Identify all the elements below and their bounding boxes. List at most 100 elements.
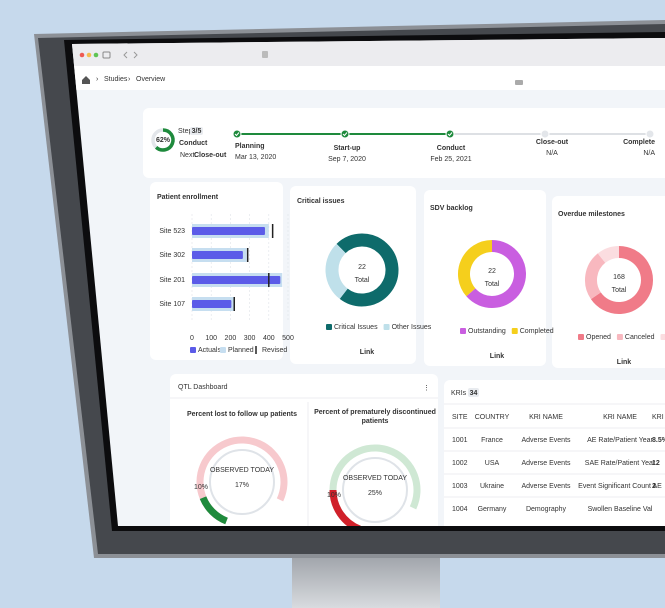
check bbox=[342, 132, 348, 137]
column-header: KRI Value bbox=[652, 414, 665, 421]
milestone-name: Planning bbox=[235, 143, 265, 150]
cell: Germany bbox=[478, 506, 507, 513]
cell: AE Rate/Patient Year bbox=[587, 437, 653, 444]
donut-segment bbox=[585, 253, 606, 300]
site-label: Site 302 bbox=[159, 252, 185, 259]
count-chip bbox=[468, 388, 479, 397]
cell: USA bbox=[485, 460, 500, 467]
step-label: Step bbox=[178, 128, 193, 135]
sep: › bbox=[128, 76, 131, 83]
tab-icon[interactable] bbox=[515, 80, 523, 85]
check bbox=[447, 132, 453, 137]
cell: Adverse Events bbox=[521, 437, 571, 444]
step-chip bbox=[190, 127, 203, 135]
next-label: Next: bbox=[180, 152, 196, 159]
donut-segment bbox=[325, 243, 348, 299]
milestone-date: N/A bbox=[546, 150, 558, 157]
legend-swatch bbox=[383, 324, 390, 330]
donut-segment bbox=[336, 233, 399, 307]
gauge-value-label: 17% bbox=[235, 482, 249, 489]
donut-total: 168 bbox=[613, 274, 625, 281]
legend-swatch bbox=[190, 347, 196, 353]
sep: › bbox=[96, 76, 99, 83]
donut-segment bbox=[590, 246, 653, 314]
card-title: Patient enrollment bbox=[157, 194, 219, 201]
cell: 1004 bbox=[452, 506, 468, 513]
milestone-dot bbox=[232, 129, 242, 139]
cell: 1003 bbox=[452, 483, 468, 490]
cell: Adverse Events bbox=[521, 460, 571, 467]
sidebar-icon[interactable] bbox=[102, 51, 111, 59]
step: 3/5 bbox=[192, 128, 202, 135]
x-tick-label: 300 bbox=[244, 335, 256, 342]
link[interactable]: Link bbox=[617, 359, 631, 366]
legend-swatch bbox=[511, 328, 518, 334]
milestone-name: Conduct bbox=[437, 145, 466, 152]
milestone-name: Complete bbox=[623, 139, 655, 146]
link[interactable]: Link bbox=[490, 353, 504, 360]
breadcrumb[interactable]: Studies bbox=[104, 76, 128, 83]
milestone-date: N/A bbox=[643, 150, 655, 157]
kri-card bbox=[444, 380, 665, 526]
kri-count: 34 bbox=[470, 390, 478, 397]
breadcrumb: Overview bbox=[136, 76, 166, 83]
monitor-stand bbox=[292, 554, 440, 608]
card bbox=[424, 190, 546, 366]
phase: Conduct bbox=[179, 140, 208, 147]
donut-total-label: Total bbox=[355, 277, 370, 284]
card-title: Overdue milestones bbox=[558, 211, 625, 218]
site-label: Site 107 bbox=[159, 301, 185, 308]
cell: France bbox=[481, 437, 503, 444]
check bbox=[234, 132, 240, 137]
gauge-value bbox=[199, 496, 228, 525]
cell: 12 bbox=[652, 460, 660, 467]
progress-percent: 62% bbox=[156, 137, 171, 144]
legend-label: Revised bbox=[262, 347, 287, 354]
gauge-face bbox=[209, 449, 275, 515]
donut-segment bbox=[466, 240, 526, 308]
cell: 1002 bbox=[452, 460, 468, 467]
legend-label: Completed bbox=[520, 328, 554, 335]
max-dot[interactable] bbox=[93, 52, 99, 58]
column-header: SITE bbox=[452, 414, 468, 421]
breadcrumb-bar bbox=[72, 66, 665, 90]
close-dot[interactable] bbox=[79, 52, 85, 58]
nav-arrows[interactable] bbox=[123, 51, 138, 59]
cell: 8.5% bbox=[652, 437, 665, 444]
donut-total-label: Total bbox=[612, 287, 627, 294]
gauge-face bbox=[342, 457, 408, 523]
link[interactable]: Link bbox=[360, 349, 374, 356]
donut-total: 22 bbox=[488, 268, 496, 275]
home-icon[interactable] bbox=[82, 76, 90, 84]
cell: Swollen Baseline Val bbox=[588, 506, 653, 513]
legend-label: Opened bbox=[586, 334, 611, 341]
milestone-name: Close-out bbox=[536, 139, 569, 146]
screen: › Studies › Overview 62% Step 3/5 Conduct Ne… bbox=[72, 38, 665, 526]
gauge-title: Percent lost to follow up patients bbox=[187, 411, 297, 418]
gauge-value bbox=[329, 489, 361, 526]
card-title: KRIs bbox=[451, 390, 467, 397]
min-dot[interactable] bbox=[86, 52, 92, 58]
legend-swatch bbox=[460, 328, 466, 334]
legend-label: Other Issues bbox=[392, 324, 432, 331]
cell: Demography bbox=[526, 506, 567, 513]
cell: Adverse Events bbox=[521, 483, 571, 490]
card bbox=[150, 182, 283, 360]
cell: Event Significant Count AE bbox=[578, 483, 662, 490]
legend-label: Canceled bbox=[625, 334, 655, 341]
shield-icon bbox=[262, 51, 268, 58]
actual-bar bbox=[192, 251, 243, 259]
site-label: Site 201 bbox=[159, 277, 185, 284]
legend-label: Critical Issues bbox=[334, 324, 378, 331]
menu: ⋮ bbox=[423, 385, 430, 392]
column-header: COUNTRY bbox=[475, 414, 510, 421]
threshold-label: 10% bbox=[327, 492, 341, 499]
milestone-dot bbox=[540, 129, 550, 139]
cell: SAE Rate/Patient Year bbox=[585, 460, 656, 467]
donut-segment bbox=[458, 240, 493, 297]
milestone-dot bbox=[340, 129, 350, 139]
milestone-dot bbox=[645, 129, 655, 139]
gauge-value-label: 25% bbox=[368, 490, 382, 497]
x-tick-label: 200 bbox=[225, 335, 237, 342]
